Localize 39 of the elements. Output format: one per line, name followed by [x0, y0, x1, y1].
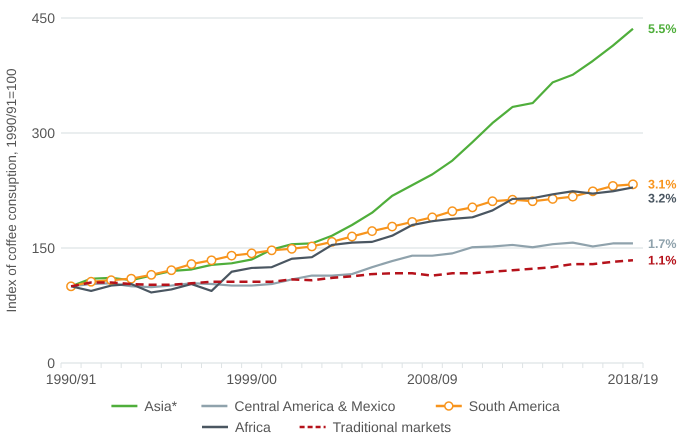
x-tick-label: 1999/00 — [226, 371, 278, 387]
point — [387, 222, 398, 232]
x-tick-label: 2008/09 — [406, 371, 458, 387]
annotation: 3.2% — [648, 192, 676, 206]
point — [306, 242, 317, 252]
point — [146, 270, 156, 280]
x-tick-label: 1990/91 — [46, 371, 97, 387]
point — [126, 274, 136, 284]
point — [367, 226, 378, 236]
legend-label: Asia* — [144, 398, 178, 414]
legend-label: Africa — [235, 418, 271, 435]
y-tick-label: 300 — [32, 124, 56, 141]
legend-label: South America — [468, 398, 560, 414]
point — [548, 194, 558, 204]
point — [488, 196, 498, 206]
point — [347, 232, 357, 242]
legend-label: Central America & Mexico — [234, 398, 396, 414]
annotation: 5.5% — [648, 22, 676, 36]
point — [206, 255, 216, 266]
annotation: 3.1% — [648, 178, 676, 192]
annotation: 1.1% — [648, 254, 676, 268]
point — [226, 250, 237, 261]
y-tick-label: 150 — [32, 240, 56, 256]
point — [628, 179, 638, 190]
point — [568, 192, 578, 202]
point — [246, 248, 257, 258]
point — [608, 180, 618, 191]
point — [186, 259, 196, 270]
point — [447, 206, 458, 216]
point — [467, 202, 478, 212]
point — [166, 265, 176, 276]
annotation: 1.7% — [648, 236, 676, 251]
y-tick-label: 0 — [47, 354, 56, 371]
point — [286, 244, 297, 254]
point — [266, 245, 277, 256]
legend-label: Traditional markets — [332, 418, 452, 435]
y-axis-title: Index of coffee consuption, 1990/91=100 — [4, 68, 19, 313]
x-tick-label: 2018/19 — [608, 371, 658, 387]
y-tick-label: 450 — [32, 10, 56, 26]
